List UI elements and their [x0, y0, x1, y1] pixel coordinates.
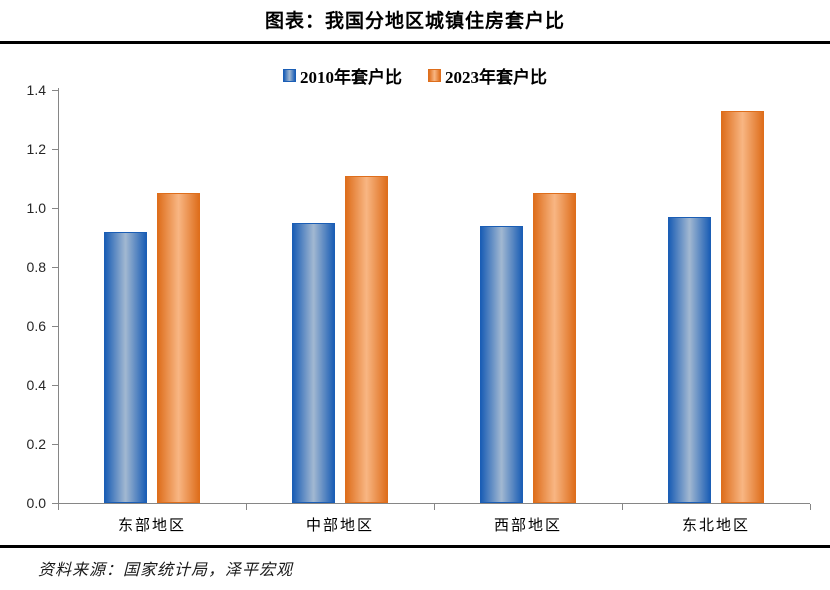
y-axis-tick: [52, 443, 58, 445]
y-axis-tick: [52, 148, 58, 150]
source-note: 资料来源：国家统计局，泽平宏观: [38, 562, 294, 579]
bar-2023年套户比-西部地区: [533, 193, 576, 503]
legend-swatch-2010-icon: [283, 69, 296, 82]
x-axis-tick: [246, 504, 247, 510]
bar-2010年套户比-中部地区: [292, 222, 335, 503]
x-axis-tick: [622, 504, 623, 510]
x-axis-tick: [434, 504, 435, 510]
y-axis-tick: [52, 502, 58, 504]
y-axis-tick: [52, 325, 58, 327]
x-axis-line: [58, 503, 810, 504]
y-axis-tick-label: 0.4: [26, 377, 46, 393]
y-axis-tick-label: 0.0: [26, 495, 46, 511]
y-axis-tick: [52, 207, 58, 209]
page-title: 图表：我国分地区城镇住房套户比: [264, 11, 565, 32]
legend-item-2023: 2023年套户比: [428, 63, 547, 88]
bar-2023年套户比-中部地区: [345, 175, 388, 503]
y-axis-tick-label: 1.4: [26, 82, 46, 98]
y-axis-tick-label: 0.2: [26, 436, 46, 452]
legend-item-2010: 2010年套户比: [283, 63, 402, 88]
y-axis-line: [58, 88, 59, 503]
legend-label-2023: 2023年套户比: [445, 68, 547, 87]
y-axis-tick: [52, 89, 58, 91]
footer-divider-rule: [0, 545, 830, 548]
x-axis-tick: [58, 504, 59, 510]
bar-2010年套户比-东部地区: [104, 231, 147, 503]
y-axis-tick: [52, 384, 58, 386]
x-axis-category-label: 西部地区: [493, 518, 562, 534]
chart-legend: 2010年套户比 2023年套户比: [0, 63, 830, 88]
bar-2023年套户比-东北地区: [721, 110, 764, 503]
y-axis-tick: [52, 266, 58, 268]
legend-swatch-2023-icon: [428, 69, 441, 82]
x-axis-category-label: 中部地区: [305, 518, 374, 534]
legend-label-2010: 2010年套户比: [300, 68, 402, 87]
y-axis-tick-label: 1.0: [26, 200, 46, 216]
title-divider-rule: [0, 41, 830, 44]
x-axis-category-label: 东部地区: [117, 518, 186, 534]
y-axis-tick-label: 0.8: [26, 259, 46, 275]
bar-2010年套户比-西部地区: [480, 225, 523, 503]
bar-2023年套户比-东部地区: [157, 193, 200, 503]
y-axis-tick-label: 0.6: [26, 318, 46, 334]
x-axis-category-label: 东北地区: [681, 518, 750, 534]
x-axis-tick: [810, 504, 811, 510]
y-axis-tick-label: 1.2: [26, 141, 46, 157]
bar-2010年套户比-东北地区: [668, 216, 711, 503]
